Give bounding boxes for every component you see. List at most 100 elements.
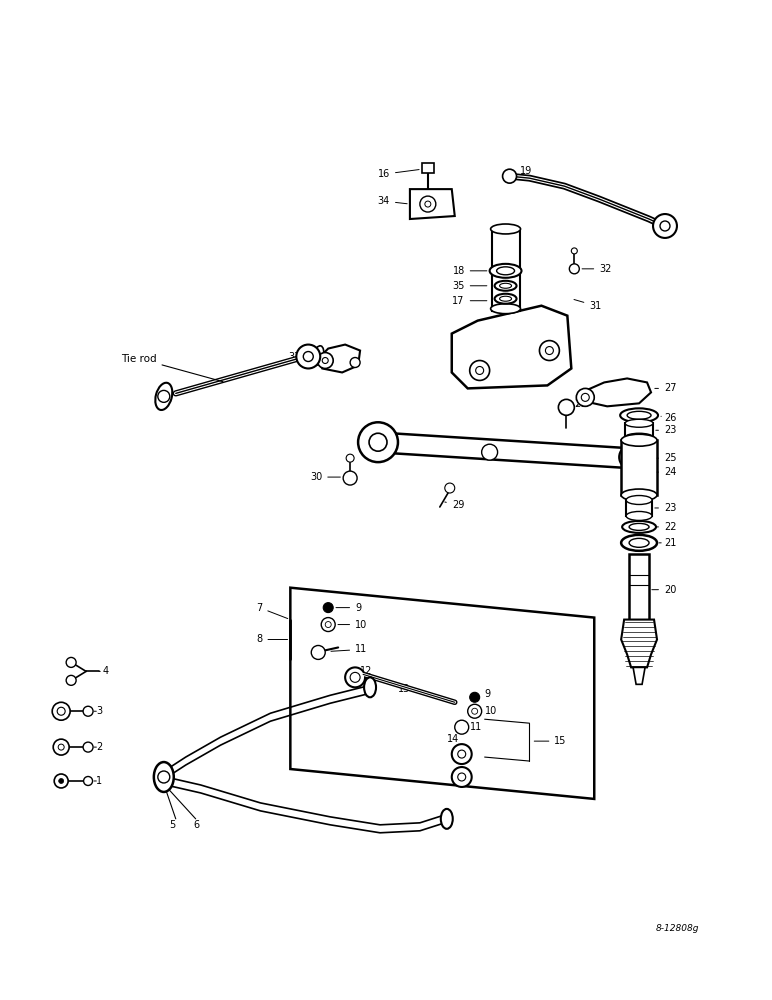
Circle shape	[350, 358, 360, 367]
Text: 18: 18	[452, 266, 487, 276]
Circle shape	[157, 390, 170, 402]
Text: 8-12808g: 8-12808g	[655, 924, 699, 933]
Circle shape	[420, 196, 436, 212]
Circle shape	[445, 483, 455, 493]
Circle shape	[469, 692, 479, 702]
Ellipse shape	[154, 762, 174, 792]
Circle shape	[83, 777, 93, 785]
Ellipse shape	[441, 809, 452, 829]
Circle shape	[619, 445, 643, 469]
Text: 23: 23	[656, 425, 676, 435]
Ellipse shape	[626, 511, 652, 520]
Circle shape	[66, 675, 76, 685]
Polygon shape	[290, 588, 594, 799]
Circle shape	[52, 702, 70, 720]
Text: 5: 5	[170, 820, 176, 830]
Circle shape	[83, 742, 93, 752]
Text: 31: 31	[574, 300, 601, 311]
Circle shape	[346, 454, 354, 462]
Text: 29: 29	[445, 500, 464, 510]
Circle shape	[458, 750, 466, 758]
Text: 10: 10	[338, 620, 367, 630]
Circle shape	[344, 471, 357, 485]
Circle shape	[468, 704, 482, 718]
Polygon shape	[633, 667, 645, 684]
Ellipse shape	[626, 496, 652, 504]
Circle shape	[577, 388, 594, 406]
Circle shape	[66, 657, 76, 667]
Circle shape	[369, 433, 387, 451]
Circle shape	[311, 645, 325, 659]
Ellipse shape	[495, 294, 516, 304]
Text: 11: 11	[331, 644, 367, 654]
Circle shape	[540, 341, 560, 361]
Ellipse shape	[629, 538, 649, 547]
Text: 23: 23	[655, 503, 676, 513]
Text: 15: 15	[534, 736, 567, 746]
Text: 10: 10	[485, 706, 497, 716]
Text: 25: 25	[657, 453, 676, 463]
Ellipse shape	[491, 224, 520, 234]
Circle shape	[296, 345, 320, 368]
Polygon shape	[579, 378, 651, 406]
Ellipse shape	[155, 383, 172, 410]
Circle shape	[157, 771, 170, 783]
Text: 2: 2	[94, 742, 103, 752]
Ellipse shape	[313, 346, 323, 365]
Circle shape	[452, 767, 472, 787]
Text: 24: 24	[657, 467, 676, 477]
Text: 20: 20	[652, 585, 676, 595]
Ellipse shape	[625, 419, 653, 427]
Text: 35: 35	[452, 281, 487, 291]
Circle shape	[358, 422, 398, 462]
Circle shape	[469, 361, 489, 380]
Ellipse shape	[495, 281, 516, 291]
Ellipse shape	[489, 264, 522, 278]
Ellipse shape	[625, 433, 653, 441]
Ellipse shape	[621, 489, 657, 501]
Ellipse shape	[496, 267, 514, 275]
Text: 9: 9	[485, 689, 491, 699]
Ellipse shape	[499, 283, 512, 288]
Circle shape	[83, 706, 93, 716]
Text: 17: 17	[452, 296, 487, 306]
Text: Tie rod: Tie rod	[121, 354, 223, 382]
Circle shape	[323, 603, 334, 613]
Bar	[629, 554, 649, 622]
Ellipse shape	[622, 521, 656, 533]
Text: 7: 7	[256, 603, 288, 619]
Text: 16: 16	[378, 169, 419, 179]
Polygon shape	[318, 345, 360, 372]
Circle shape	[476, 366, 483, 374]
Ellipse shape	[364, 677, 376, 697]
Polygon shape	[375, 432, 637, 468]
Circle shape	[455, 720, 469, 734]
Text: 19: 19	[512, 166, 532, 176]
Text: 8: 8	[256, 634, 287, 644]
Circle shape	[345, 667, 365, 687]
Text: 26: 26	[661, 413, 676, 423]
Circle shape	[472, 708, 478, 714]
Ellipse shape	[491, 304, 520, 314]
Circle shape	[59, 778, 63, 783]
Text: 33: 33	[288, 352, 316, 362]
Bar	[621, 440, 657, 495]
Circle shape	[53, 739, 69, 755]
Circle shape	[569, 264, 579, 274]
Polygon shape	[621, 620, 657, 667]
Ellipse shape	[620, 408, 658, 422]
Circle shape	[581, 393, 589, 401]
Circle shape	[571, 248, 577, 254]
Circle shape	[57, 707, 65, 715]
Text: 34: 34	[378, 196, 407, 206]
Ellipse shape	[629, 523, 649, 530]
Text: 4: 4	[99, 666, 109, 676]
Ellipse shape	[621, 434, 657, 446]
Circle shape	[425, 201, 431, 207]
Circle shape	[482, 444, 498, 460]
Text: 14: 14	[447, 734, 459, 744]
Circle shape	[54, 774, 68, 788]
Circle shape	[546, 347, 554, 355]
Bar	[625, 423, 653, 437]
Text: 9: 9	[336, 603, 361, 613]
